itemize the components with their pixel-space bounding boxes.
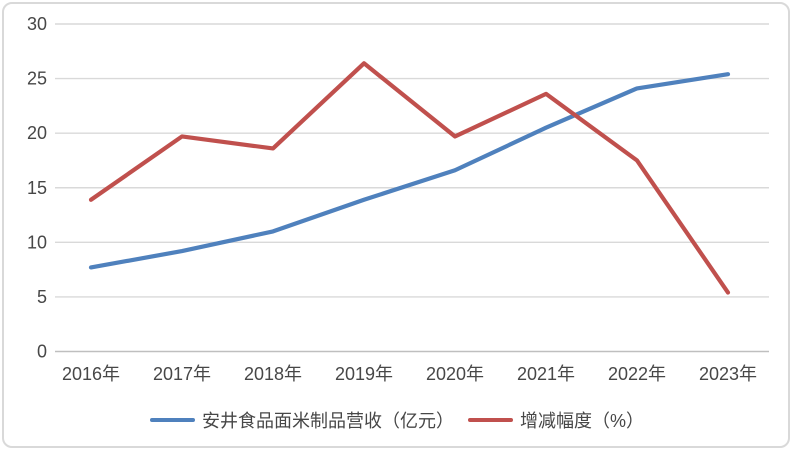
y-tick-label: 25 xyxy=(27,69,47,89)
legend-item-growth: 增减幅度（%） xyxy=(467,407,644,433)
x-axis-label: 2019年 xyxy=(335,364,393,384)
x-axis-label: 2020年 xyxy=(426,364,484,384)
revenue-line-swatch-icon xyxy=(149,417,195,423)
legend-item-revenue: 安井食品面米制品营收（亿元） xyxy=(149,407,454,433)
x-axis-label: 2016年 xyxy=(62,364,120,384)
legend-label-revenue: 安井食品面米制品营收（亿元） xyxy=(201,411,454,431)
chart-frame xyxy=(2,2,790,448)
revenue-series-line xyxy=(88,72,731,270)
x-axis-label: 2021年 xyxy=(517,364,575,384)
growth-series-line xyxy=(88,61,731,295)
legend-label-growth: 增减幅度（%） xyxy=(519,411,644,431)
y-tick-label: 20 xyxy=(27,123,47,143)
y-tick-label: 5 xyxy=(37,287,47,307)
y-tick-label: 15 xyxy=(27,178,47,198)
growth-line-swatch-icon xyxy=(467,417,513,423)
y-tick-label: 0 xyxy=(37,342,47,362)
x-axis-label: 2022年 xyxy=(608,364,666,384)
x-axis-label: 2018年 xyxy=(244,364,302,384)
legend: 安井食品面米制品营收（亿元） 增减幅度（%） xyxy=(0,404,794,436)
x-axis-label: 2023年 xyxy=(699,364,757,384)
y-tick-label: 10 xyxy=(27,232,47,252)
x-axis-label: 2017年 xyxy=(153,364,211,384)
y-tick-label: 30 xyxy=(27,14,47,34)
